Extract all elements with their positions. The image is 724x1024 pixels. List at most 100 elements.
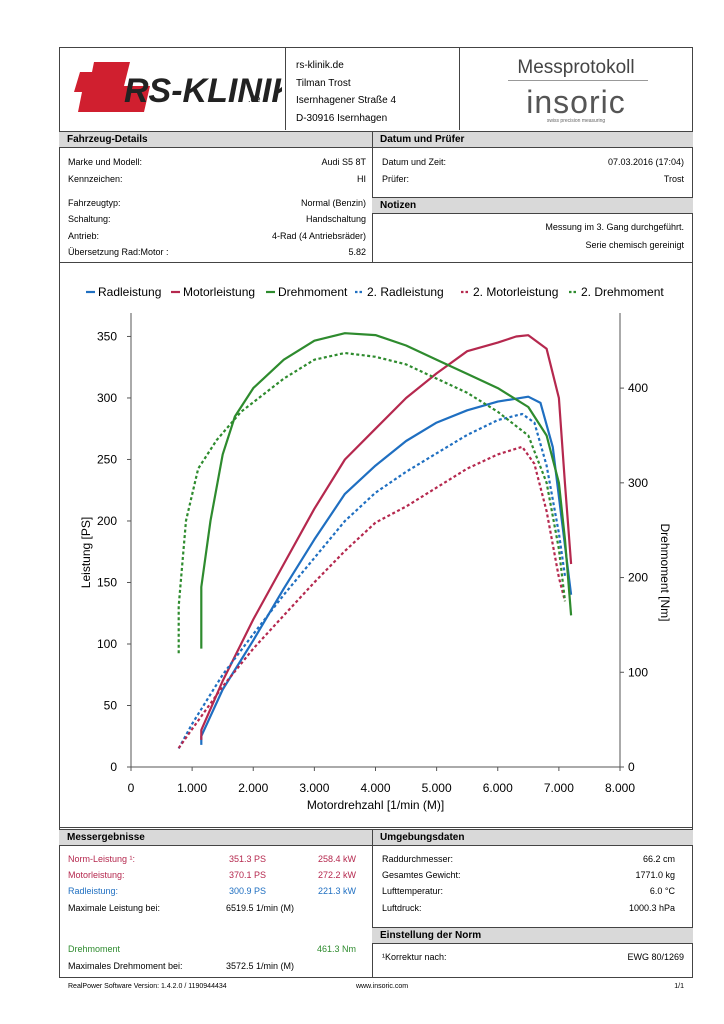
- x-tick-label: 2.000: [238, 781, 268, 795]
- result-label: Radleistung:: [68, 886, 119, 896]
- vehicle-row-label: Übersetzung Rad:Motor :: [68, 247, 169, 257]
- results-top-border: [59, 827, 693, 828]
- report-frame: [59, 47, 693, 978]
- env-label: Luftdruck:: [382, 903, 422, 913]
- note-line: Serie chemisch gereinigt: [585, 240, 684, 250]
- max-power-label: Maximale Leistung bei:: [68, 903, 161, 913]
- brand-tagline: swiss precision measuring: [546, 118, 606, 124]
- logo-suffix: .de: [248, 94, 261, 104]
- dyno-chart: Radleistung Motorleistung Drehmoment 2. Rad…: [79, 285, 672, 812]
- legend-label: Drehmoment: [278, 285, 348, 299]
- insoric-logo: insoric: [526, 84, 626, 120]
- result-label: Norm-Leistung ¹:: [68, 854, 136, 864]
- environment-section-title: Umgebungsdaten: [372, 829, 693, 846]
- env-value: 6.0 °C: [649, 886, 675, 896]
- y-tick-label: 350: [97, 329, 117, 343]
- legend-label: 2. Drehmoment: [581, 285, 664, 299]
- vehicle-row-value: 5.82: [348, 247, 366, 257]
- vehicle-row-label: Kennzeichen:: [68, 174, 123, 184]
- x-axis-label: Motordrehzahl [1/min (M)]: [307, 798, 444, 812]
- env-value: 1771.0 kg: [635, 870, 675, 880]
- chart-top-border: [59, 262, 693, 263]
- footer-url[interactable]: www.insoric.com: [355, 983, 409, 990]
- result-label: Motorleistung:: [68, 870, 125, 880]
- results-divider: [372, 829, 373, 978]
- series-line-2-drehmoment: [177, 351, 567, 654]
- vehicle-row-label: Fahrzeugtyp:: [68, 198, 121, 208]
- date-row-value: 07.03.2016 (17:04): [607, 157, 684, 167]
- company-line: Tilman Trost: [296, 77, 351, 89]
- note-line: Messung im 3. Gang durchgeführt.: [545, 222, 684, 232]
- max-torque-label: Maximales Drehmoment bei:: [68, 961, 183, 971]
- x-tick-label: 6.000: [483, 781, 513, 795]
- legend-label: 2. Motorleistung: [473, 285, 558, 299]
- env-label: Gesamtes Gewicht:: [382, 870, 461, 880]
- torque-label: Drehmoment: [68, 944, 121, 954]
- notes-section-title: Notizen: [372, 197, 693, 214]
- legend-label: 2. Radleistung: [367, 285, 444, 299]
- vehicle-row-label: Antrieb:: [68, 231, 100, 241]
- result-ps: 351.3 PS: [228, 854, 266, 864]
- header-divider-right: [459, 47, 460, 130]
- result-ps: 300.9 PS: [228, 886, 266, 896]
- x-tick-label: 4.000: [360, 781, 390, 795]
- torque-value: 461.3 Nm: [316, 944, 356, 954]
- legend-label: Motorleistung: [183, 285, 255, 299]
- date-row-label: Prüfer:: [382, 174, 410, 184]
- vehicle-row-label: Schaltung:: [68, 214, 111, 224]
- company-line: rs-klinik.de: [296, 60, 344, 71]
- y2-tick-label: 0: [628, 760, 635, 774]
- norm-section-title: Einstellung der Norm: [372, 927, 693, 944]
- y-tick-label: 50: [104, 698, 118, 712]
- section-divider: [372, 131, 373, 262]
- norm-label: ¹Korrektur nach:: [382, 952, 447, 962]
- vehicle-section-title: Fahrzeug-Details: [59, 131, 372, 148]
- series-line-radleistung: [200, 395, 573, 745]
- date-row-label: Datum und Zeit:: [382, 157, 447, 167]
- date-section-title: Datum und Prüfer: [372, 131, 693, 148]
- logo-text: RS-KLINIK: [124, 72, 282, 110]
- date-row-value: Trost: [663, 174, 684, 184]
- y-axis-label: Leistung [PS]: [79, 517, 93, 588]
- page-number: 1/1: [674, 983, 684, 990]
- y-tick-label: 100: [97, 637, 117, 651]
- chart-plot: [177, 332, 573, 750]
- chart-legend: Radleistung Motorleistung Drehmoment 2. Rad…: [86, 285, 664, 299]
- x-tick-label: 7.000: [544, 781, 574, 795]
- env-label: Raddurchmesser:: [382, 854, 454, 864]
- vehicle-row-value: HI: [357, 174, 366, 184]
- company-line: D-30916 Isernhagen: [296, 112, 388, 124]
- vehicle-row-value: Handschaltung: [305, 214, 366, 224]
- title-underline: [508, 80, 648, 81]
- rs-klinik-logo: RS-KLINIK .de: [74, 62, 282, 112]
- y-tick-label: 250: [97, 452, 117, 466]
- company-line: Isernhagener Straße 4: [296, 95, 397, 106]
- max-torque-value: 3572.5 1/min (M): [225, 961, 294, 971]
- y-tick-label: 0: [110, 760, 117, 774]
- chart-axes: 0 1.000 2.000 3.000 4.000 5.000 6.000 7.000 8.00…: [79, 313, 672, 812]
- env-label: Lufttemperatur:: [382, 886, 444, 896]
- y-tick-label: 300: [97, 391, 117, 405]
- x-tick-label: 0: [128, 781, 135, 795]
- company-address: rs-klinik.de Tilman Trost Isernhagener S…: [296, 57, 396, 127]
- y2-tick-label: 300: [628, 476, 648, 490]
- y2-axis-label: Drehmoment [Nm]: [658, 523, 672, 621]
- vehicle-row-value: Audi S5 8T: [321, 157, 366, 167]
- result-kw: 258.4 kW: [317, 854, 356, 864]
- env-value: 1000.3 hPa: [628, 903, 675, 913]
- vehicle-row-label: Marke und Modell:: [68, 157, 143, 167]
- results-section-title: Messergebnisse: [59, 829, 372, 846]
- x-tick-label: 1.000: [177, 781, 207, 795]
- y2-tick-label: 400: [628, 381, 648, 395]
- software-version: RealPower Software Version: 1.4.2.0 / 11…: [68, 983, 227, 990]
- y2-tick-label: 200: [628, 571, 648, 585]
- series-line-motorleistung: [200, 334, 573, 740]
- result-ps: 370.1 PS: [228, 870, 266, 880]
- result-kw: 272.2 kW: [317, 870, 356, 880]
- result-kw: 221.3 kW: [317, 886, 356, 896]
- env-value: 66.2 cm: [642, 854, 675, 864]
- x-tick-label: 3.000: [299, 781, 329, 795]
- x-tick-label: 5.000: [422, 781, 452, 795]
- vehicle-row-value: 4-Rad (4 Antriebsräder): [271, 231, 366, 241]
- max-power-value: 6519.5 1/min (M): [225, 903, 294, 913]
